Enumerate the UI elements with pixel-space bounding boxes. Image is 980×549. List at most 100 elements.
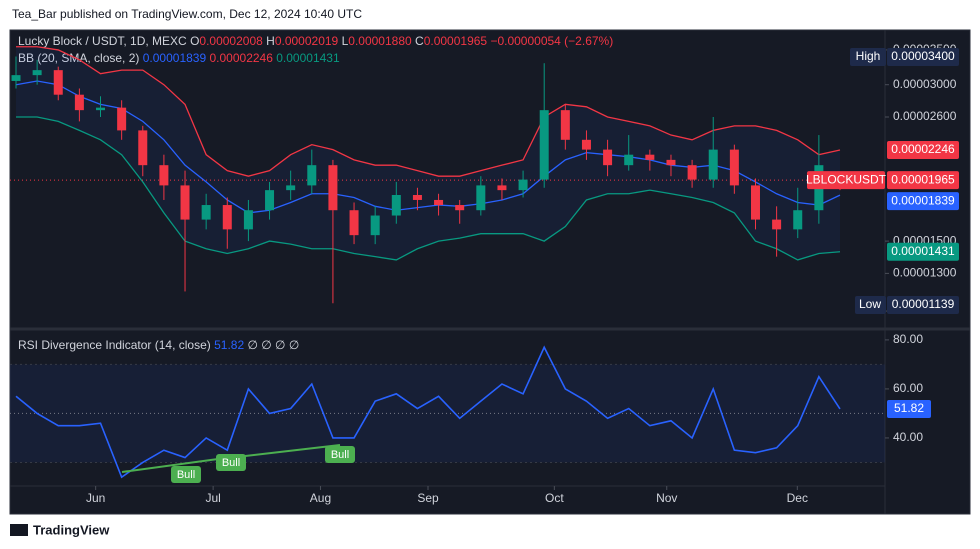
candle-body [370, 215, 380, 236]
y-tick-label: 0.00001300 [893, 266, 957, 280]
rsi-tag-box [887, 399, 931, 418]
candle-body [159, 165, 169, 186]
y-tick-label: 0.00003000 [893, 77, 957, 91]
y-tick-label: 60.00 [893, 381, 923, 395]
c-label: C [415, 34, 424, 48]
low-value-box [887, 296, 959, 314]
publisher: Tea_Bar published on TradingView.com, De… [12, 7, 362, 21]
candle-body [476, 185, 486, 211]
candle-body [391, 195, 401, 216]
candle [32, 59, 42, 85]
candle [560, 104, 570, 150]
candle-body [518, 179, 528, 191]
candle-body [793, 210, 803, 230]
bb-legend: BB (20, SMA, close, 2) 0.00001839 0.0000… [18, 51, 340, 65]
candle-body [243, 210, 253, 230]
candle [539, 63, 549, 188]
candle [117, 100, 127, 140]
candle [96, 96, 106, 117]
annotation-box [171, 466, 201, 483]
candle-body [497, 185, 507, 191]
annotation-box [216, 454, 246, 471]
candle-body [666, 159, 676, 166]
bb-lower: 0.00001431 [276, 51, 340, 65]
y-tick-label: 0.00002600 [893, 109, 957, 123]
band-fill [16, 46, 840, 260]
candle-body [328, 165, 338, 211]
x-tick-label: Dec [787, 491, 808, 505]
candle-body [560, 110, 570, 140]
x-tick-label: Jul [205, 491, 220, 505]
candle [455, 199, 465, 224]
candle-body [180, 185, 190, 220]
x-tick-label: Aug [310, 491, 331, 505]
candle-body [11, 75, 21, 81]
candle [349, 202, 359, 245]
candle [370, 206, 380, 245]
rsi-title: RSI Divergence Indicator (14, close) [18, 338, 211, 352]
candle [391, 181, 401, 224]
candle-body [708, 149, 718, 180]
high-value: 0.00003400 [891, 49, 955, 63]
symbol-box [807, 171, 885, 190]
o-value: 0.00002008 [199, 34, 263, 48]
candle-body [307, 165, 317, 186]
candle-body [32, 70, 42, 76]
bb-basis-tag-box [887, 192, 959, 211]
candle [708, 116, 718, 188]
high-value-box [887, 48, 959, 66]
high-label: High [856, 49, 881, 63]
annotation: Bull [331, 449, 349, 461]
candle [53, 66, 63, 101]
price-tag: 0.00001965 [891, 172, 955, 186]
candle-body [624, 154, 634, 166]
candle [159, 154, 169, 200]
candle-body [645, 154, 655, 160]
candle-body [74, 94, 84, 111]
h-label: H [266, 34, 275, 48]
bb-upper [16, 46, 841, 177]
o-label: O [190, 34, 199, 48]
candle [412, 187, 422, 211]
candle-body [455, 205, 465, 211]
candle-body [201, 205, 211, 220]
candle [729, 144, 739, 194]
rsi-value: 51.82 [214, 338, 244, 352]
legend-line: Lucky Block / USDT, 1D, MEXC O0.00002008… [18, 34, 613, 48]
candle-body [772, 219, 782, 230]
candle-body [286, 185, 296, 191]
candle-body [581, 139, 591, 150]
candle [666, 154, 676, 177]
candle [518, 170, 528, 198]
legend-main: Lucky Block / USDT, 1D, MEXC O0.00002008… [18, 34, 613, 352]
candle [645, 149, 655, 171]
annotation: Bull [222, 457, 240, 469]
candle [243, 199, 253, 242]
candle-body [434, 199, 444, 206]
candle [497, 178, 507, 200]
x-tick-label: Sep [417, 491, 439, 505]
candle [180, 170, 190, 292]
candle [138, 125, 148, 177]
y-tick-label: 40.00 [893, 430, 923, 444]
rsi-extra: ∅ ∅ ∅ ∅ [247, 338, 299, 352]
candle-body [222, 205, 232, 230]
bb-upper-tag: 0.00002246 [891, 142, 955, 156]
x-tick-label: Jun [86, 491, 105, 505]
bb-label: BB (20, SMA, close, 2) [18, 51, 139, 65]
logo [10, 524, 28, 536]
candle-body [265, 190, 275, 211]
bb-lower-tag: 0.00001431 [891, 244, 955, 258]
candle [624, 135, 634, 171]
rsi-tag: 51.82 [894, 401, 924, 415]
candle-body [750, 185, 760, 220]
candle-body [687, 165, 697, 180]
candle-body [53, 70, 63, 95]
candle-body [603, 149, 613, 166]
candle [201, 193, 211, 230]
low-value: 0.00001139 [892, 297, 955, 311]
candle [307, 149, 317, 194]
bb-upper-tag-box [887, 141, 959, 160]
bb-lower-tag-box [887, 242, 959, 261]
